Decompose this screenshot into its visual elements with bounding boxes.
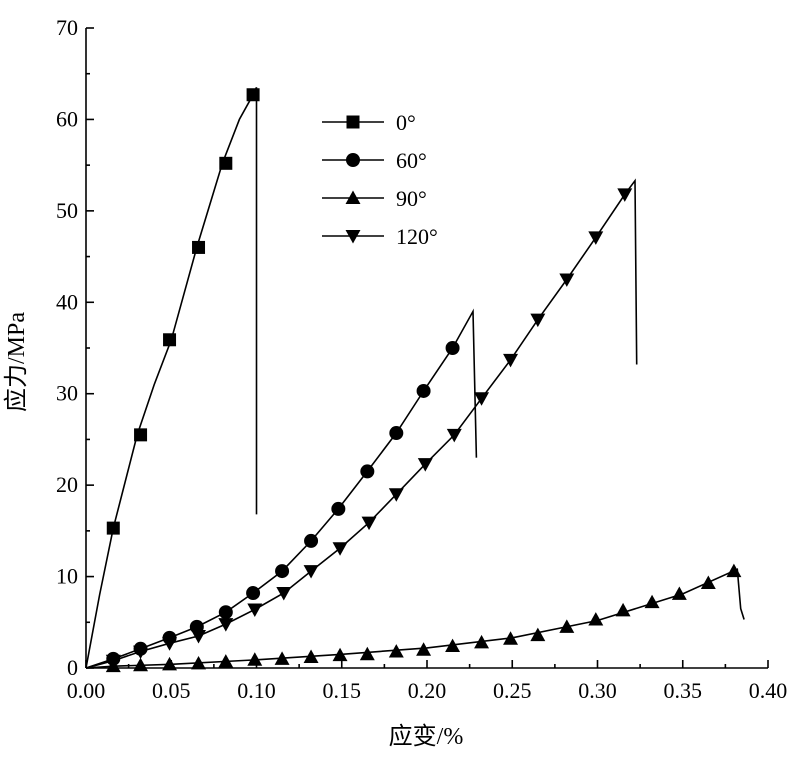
data-point: [416, 383, 431, 398]
x-tick-label: 0.20: [408, 678, 447, 703]
data-point: [246, 586, 261, 601]
data-point: [726, 563, 742, 578]
data-point: [247, 652, 263, 666]
legend-label: 120°: [396, 224, 438, 249]
x-tick-label: 0.30: [578, 678, 617, 703]
data-point: [530, 627, 546, 642]
data-point: [360, 464, 375, 479]
y-tick-label: 50: [56, 198, 78, 223]
data-point: [388, 488, 404, 502]
data-point: [106, 521, 120, 535]
data-point: [474, 392, 490, 406]
series-2: [85, 563, 745, 673]
data-point: [359, 646, 375, 661]
data-point: [445, 341, 460, 355]
series-0: [85, 87, 260, 669]
axes: 0.00 0.05 0.10 0.15 0.20 0.25 0.30 0.35 0.40 0 10 2…: [56, 15, 787, 703]
data-point: [192, 240, 206, 254]
x-tick-label: 0.05: [152, 678, 191, 703]
data-point: [474, 634, 490, 649]
data-point: [445, 638, 461, 653]
data-point: [105, 654, 121, 669]
series-3: [85, 178, 638, 669]
legend-marker: [346, 115, 360, 129]
data-point: [303, 649, 319, 664]
data-point: [276, 587, 292, 601]
data-point: [559, 619, 575, 633]
legend-marker: [345, 230, 361, 244]
series-line-2: [85, 568, 745, 669]
data-point: [416, 642, 432, 656]
legend: 0° 60° 90° 120°: [322, 110, 438, 249]
data-point: [332, 542, 348, 556]
y-tick-label: 10: [56, 564, 78, 589]
legend-label: 0°: [396, 110, 416, 135]
data-point: [275, 564, 290, 579]
data-point: [162, 656, 178, 671]
x-tick-label: 0.35: [664, 678, 703, 703]
data-point: [389, 426, 404, 441]
data-point: [247, 603, 263, 617]
data-point: [361, 516, 377, 531]
series-line-3: [85, 178, 638, 669]
legend-marker: [346, 153, 360, 167]
y-axis-title: 应力/MPa: [3, 312, 30, 412]
data-point: [133, 657, 149, 672]
y-tick-label: 40: [56, 289, 78, 314]
y-tick-label: 20: [56, 472, 78, 497]
data-point: [671, 586, 687, 600]
data-point: [644, 594, 660, 609]
data-point: [133, 645, 149, 660]
legend-label: 90°: [396, 186, 427, 211]
series-layer: [85, 87, 745, 673]
data-point: [304, 533, 319, 548]
data-point: [162, 637, 178, 651]
data-point: [588, 612, 604, 626]
data-point: [191, 630, 207, 644]
data-point: [303, 565, 319, 579]
data-point: [503, 353, 519, 368]
y-tick-label: 30: [56, 381, 78, 406]
x-tick-label: 0.15: [323, 678, 362, 703]
data-point: [218, 654, 234, 668]
y-tick-label: 60: [56, 106, 78, 131]
data-point: [191, 655, 207, 670]
series-1: [85, 308, 478, 669]
data-point: [417, 458, 433, 472]
data-point: [331, 501, 346, 516]
series-line-0: [85, 87, 258, 669]
data-point: [218, 605, 233, 620]
legend-label: 60°: [396, 148, 427, 173]
x-axis-title: 应变/%: [389, 723, 464, 750]
data-point: [503, 631, 519, 645]
data-point: [332, 647, 348, 662]
data-point: [530, 313, 546, 328]
data-point: [246, 88, 260, 102]
data-point: [218, 618, 234, 632]
data-point: [615, 602, 631, 617]
data-point: [274, 651, 290, 665]
x-tick-label: 0.25: [493, 678, 532, 703]
data-point: [134, 428, 148, 442]
data-point: [617, 188, 633, 202]
data-point: [388, 644, 404, 658]
data-point: [588, 231, 604, 245]
data-point: [219, 156, 233, 170]
y-tick-label: 0: [67, 655, 78, 680]
x-tick-label: 0.40: [749, 678, 788, 703]
y-tick-label: 70: [56, 15, 78, 40]
x-tick-label: 0.00: [67, 678, 106, 703]
data-point: [700, 575, 716, 589]
data-point: [163, 333, 177, 347]
legend-marker: [345, 190, 361, 204]
data-point: [559, 273, 575, 287]
series-line-1: [85, 308, 478, 669]
x-tick-label: 0.10: [237, 678, 276, 703]
data-point: [446, 428, 462, 443]
